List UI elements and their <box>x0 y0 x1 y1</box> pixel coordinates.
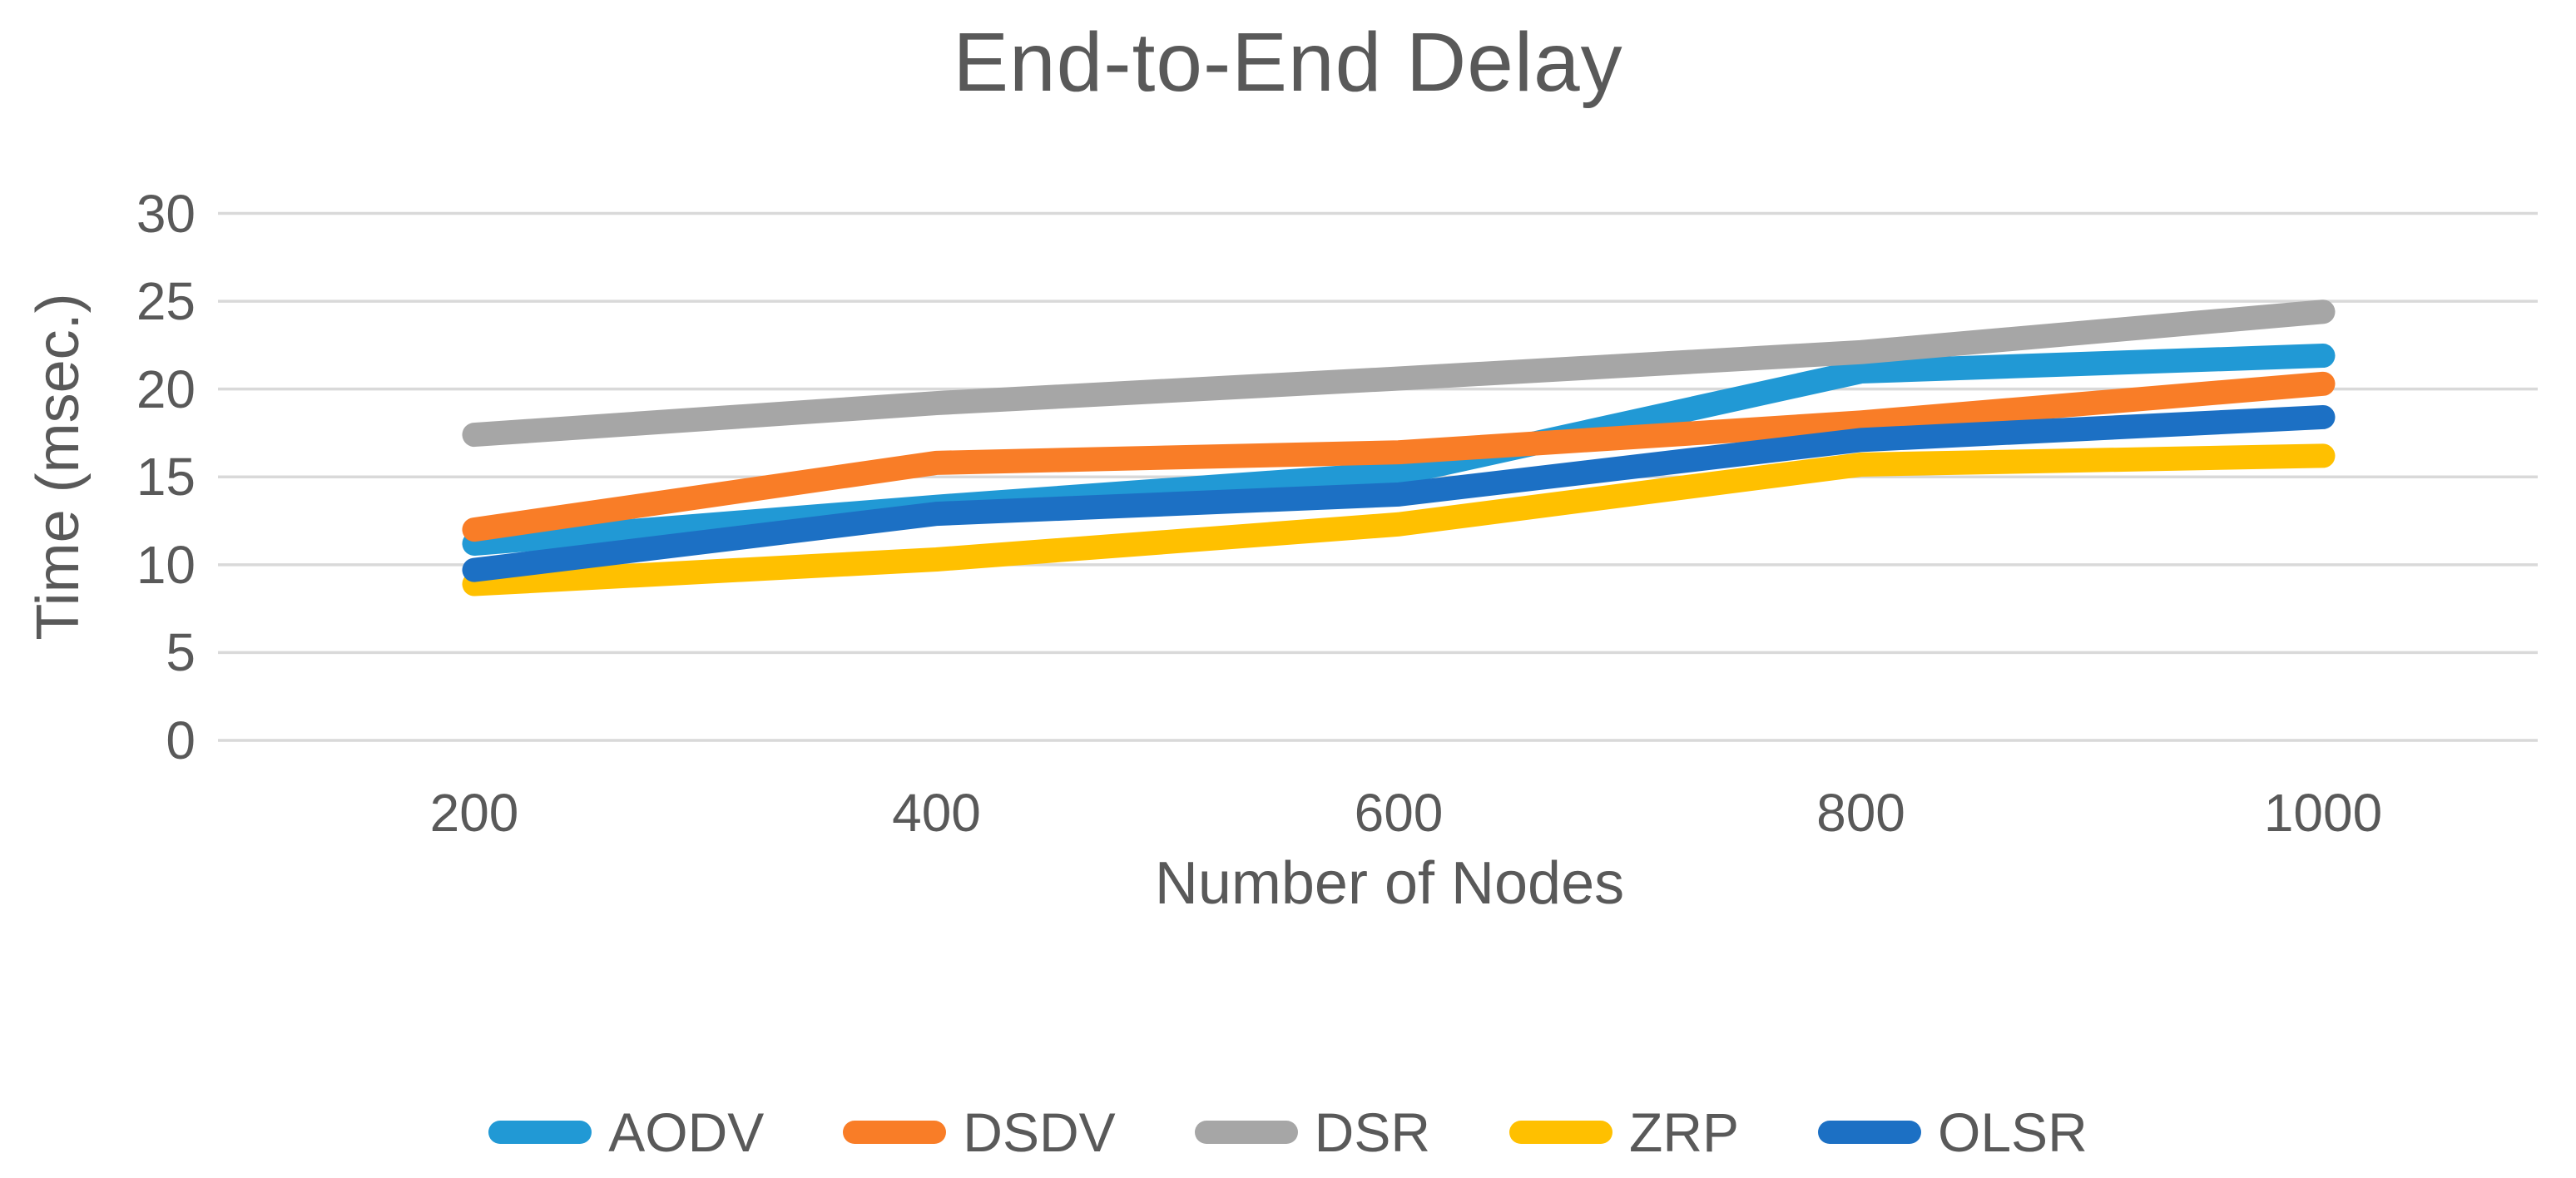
y-tick-label: 25 <box>136 271 196 332</box>
x-tick-label: 800 <box>1816 783 1905 843</box>
legend-item-zrp: ZRP <box>1509 1101 1739 1164</box>
x-tick-label: 1000 <box>2263 783 2383 843</box>
chart-title: End-to-End Delay <box>953 16 1623 109</box>
legend-item-aodv: AODV <box>488 1101 764 1164</box>
legend-swatch-olsr <box>1818 1121 1922 1144</box>
series-line-zrp <box>462 443 2336 596</box>
legend-label: AODV <box>608 1101 765 1163</box>
legend-swatch-aodv <box>488 1121 592 1144</box>
series-line-dsr <box>462 299 2336 448</box>
x-axis-title: Number of Nodes <box>1154 850 1625 917</box>
legend-item-olsr: OLSR <box>1818 1101 2088 1164</box>
legend-item-dsr: DSR <box>1194 1101 1431 1164</box>
y-tick-label: 10 <box>136 534 196 595</box>
legend-swatch-zrp <box>1509 1121 1613 1144</box>
y-tick-label: 30 <box>136 183 196 244</box>
y-tick-label: 0 <box>166 710 196 770</box>
legend-label: OLSR <box>1938 1101 2088 1163</box>
legend-label: ZRP <box>1629 1101 1740 1163</box>
y-tick-label: 15 <box>136 447 196 507</box>
legend-swatch-dsdv <box>843 1121 947 1144</box>
y-tick-label: 20 <box>136 359 196 419</box>
legend: AODV DSDV DSR ZRP OLSR <box>0 1095 2576 1170</box>
y-tick-label: 5 <box>166 622 196 683</box>
legend-swatch-dsr <box>1194 1121 1298 1144</box>
legend-label: DSR <box>1314 1101 1431 1163</box>
legend-item-dsdv: DSDV <box>843 1101 1116 1164</box>
legend-label: DSDV <box>963 1101 1116 1163</box>
series-line-dsdv <box>462 371 2336 542</box>
x-tick-label: 600 <box>1354 783 1444 843</box>
x-tick-label: 200 <box>429 783 519 843</box>
series-line-aodv <box>462 344 2336 556</box>
x-tick-label: 400 <box>892 783 981 843</box>
series-line-olsr <box>462 404 2336 582</box>
